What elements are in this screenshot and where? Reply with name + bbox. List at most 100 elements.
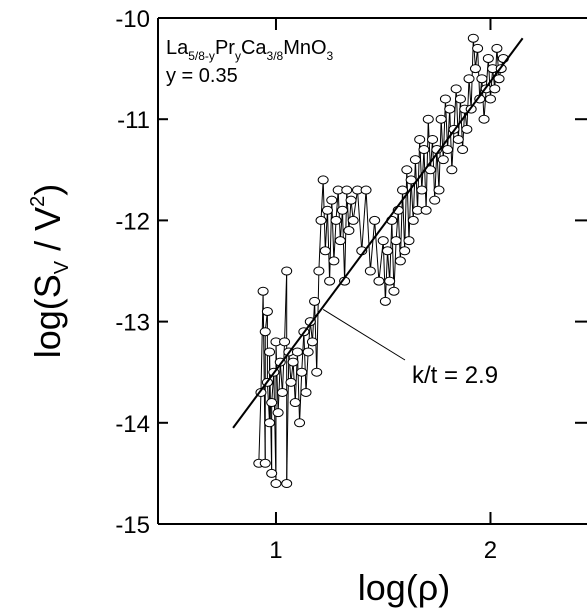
- series-segment: [286, 351, 290, 484]
- series-segment: [344, 190, 348, 282]
- series-segment: [303, 331, 307, 393]
- series-segment: [279, 362, 283, 393]
- series-segment: [438, 119, 442, 191]
- series-segment: [374, 220, 380, 282]
- y-tick-label: -13: [115, 310, 150, 337]
- series-segment: [341, 210, 346, 282]
- data-point: [384, 276, 396, 286]
- series-segment: [352, 189, 358, 221]
- series-segment: [496, 48, 500, 79]
- y-title-subscript: V: [51, 260, 73, 274]
- x-tick-label: 1: [269, 537, 282, 564]
- data-point: [324, 276, 336, 286]
- data-point: [439, 94, 451, 104]
- tick-labels: -10 -11 -12 -13 -14 -15 1 2: [115, 6, 497, 564]
- series-segment: [299, 372, 303, 423]
- data-point: [482, 53, 494, 63]
- data-point: [289, 398, 301, 408]
- plot-area: [157, 17, 587, 525]
- ticks: [158, 17, 587, 525]
- data-point: [422, 114, 434, 124]
- data-point: [444, 104, 456, 114]
- y-tick-label: -15: [115, 512, 150, 539]
- data-point: [382, 246, 394, 256]
- annotation-leader-line: [322, 309, 406, 361]
- series-segment: [356, 190, 363, 251]
- x-axis-title: log(ρ): [358, 567, 451, 608]
- data-point: [317, 175, 329, 185]
- y-title-middle: / V: [27, 207, 68, 261]
- data-point: [306, 337, 318, 347]
- y-title-superscript: 2: [27, 196, 49, 207]
- series-segment: [423, 149, 427, 211]
- data-point: [397, 185, 409, 195]
- series-segment: [429, 139, 434, 170]
- series-segment: [335, 190, 339, 221]
- y-axis-title: log(SV / V2): [27, 184, 73, 359]
- series-segment: [324, 210, 328, 251]
- data-point: [476, 74, 488, 84]
- data-point: [313, 266, 325, 276]
- data-point: [427, 134, 439, 144]
- data-point: [489, 84, 501, 94]
- y-tick-label: -12: [115, 208, 150, 235]
- series-segment: [288, 351, 292, 383]
- data-point: [450, 84, 462, 94]
- series-segment: [384, 250, 389, 302]
- formula-label: La5/8-yPryCa3/8MnO3: [166, 37, 334, 63]
- data-point: [433, 185, 445, 195]
- y-tick-label: -14: [115, 411, 150, 438]
- series-segment: [466, 78, 470, 130]
- data-point: [469, 64, 481, 74]
- series-segment: [425, 119, 429, 211]
- formula-part: Pr: [215, 37, 235, 59]
- data-point: [364, 266, 376, 276]
- data-point: [491, 43, 503, 53]
- data-point: [326, 195, 338, 205]
- data-point: [446, 165, 458, 175]
- data-point: [279, 337, 291, 347]
- data-point: [345, 195, 357, 205]
- formula-subscript: 3: [327, 49, 334, 63]
- data-point: [429, 195, 441, 205]
- data-point: [463, 74, 475, 84]
- data-point: [321, 205, 333, 215]
- series-segment: [393, 240, 397, 292]
- data-point: [281, 266, 293, 276]
- formula-subscript: 5/8-y: [188, 49, 215, 63]
- series-segment: [275, 341, 279, 413]
- data-point: [261, 306, 273, 316]
- series-segment: [397, 210, 401, 261]
- series-segment: [260, 291, 264, 393]
- y-title-end: ): [27, 184, 68, 196]
- data-point: [302, 347, 314, 357]
- data-point: [266, 468, 278, 478]
- data-point: [264, 418, 276, 428]
- data-point: [478, 114, 490, 124]
- data-point: [377, 236, 389, 246]
- formula-part: Ca: [241, 37, 267, 59]
- data-point: [294, 418, 306, 428]
- data-point: [493, 74, 505, 84]
- series-segment: [440, 119, 444, 160]
- data-point: [418, 145, 430, 155]
- data-point: [369, 215, 381, 225]
- formula-part: MnO: [283, 37, 326, 59]
- series-segment: [365, 190, 371, 272]
- data-point: [281, 479, 293, 489]
- series-segment: [387, 250, 391, 282]
- data-point: [270, 479, 282, 489]
- data-point: [394, 256, 406, 266]
- data-point: [309, 296, 321, 306]
- series-segment: [489, 68, 494, 99]
- series-segment: [472, 38, 476, 69]
- series-segment: [326, 210, 331, 282]
- data-point: [347, 215, 359, 225]
- series-segment: [487, 58, 491, 99]
- data-point: [343, 226, 355, 236]
- series-segment: [414, 159, 419, 211]
- data-point: [319, 246, 331, 256]
- data-point: [291, 347, 303, 357]
- series-segment: [468, 78, 472, 110]
